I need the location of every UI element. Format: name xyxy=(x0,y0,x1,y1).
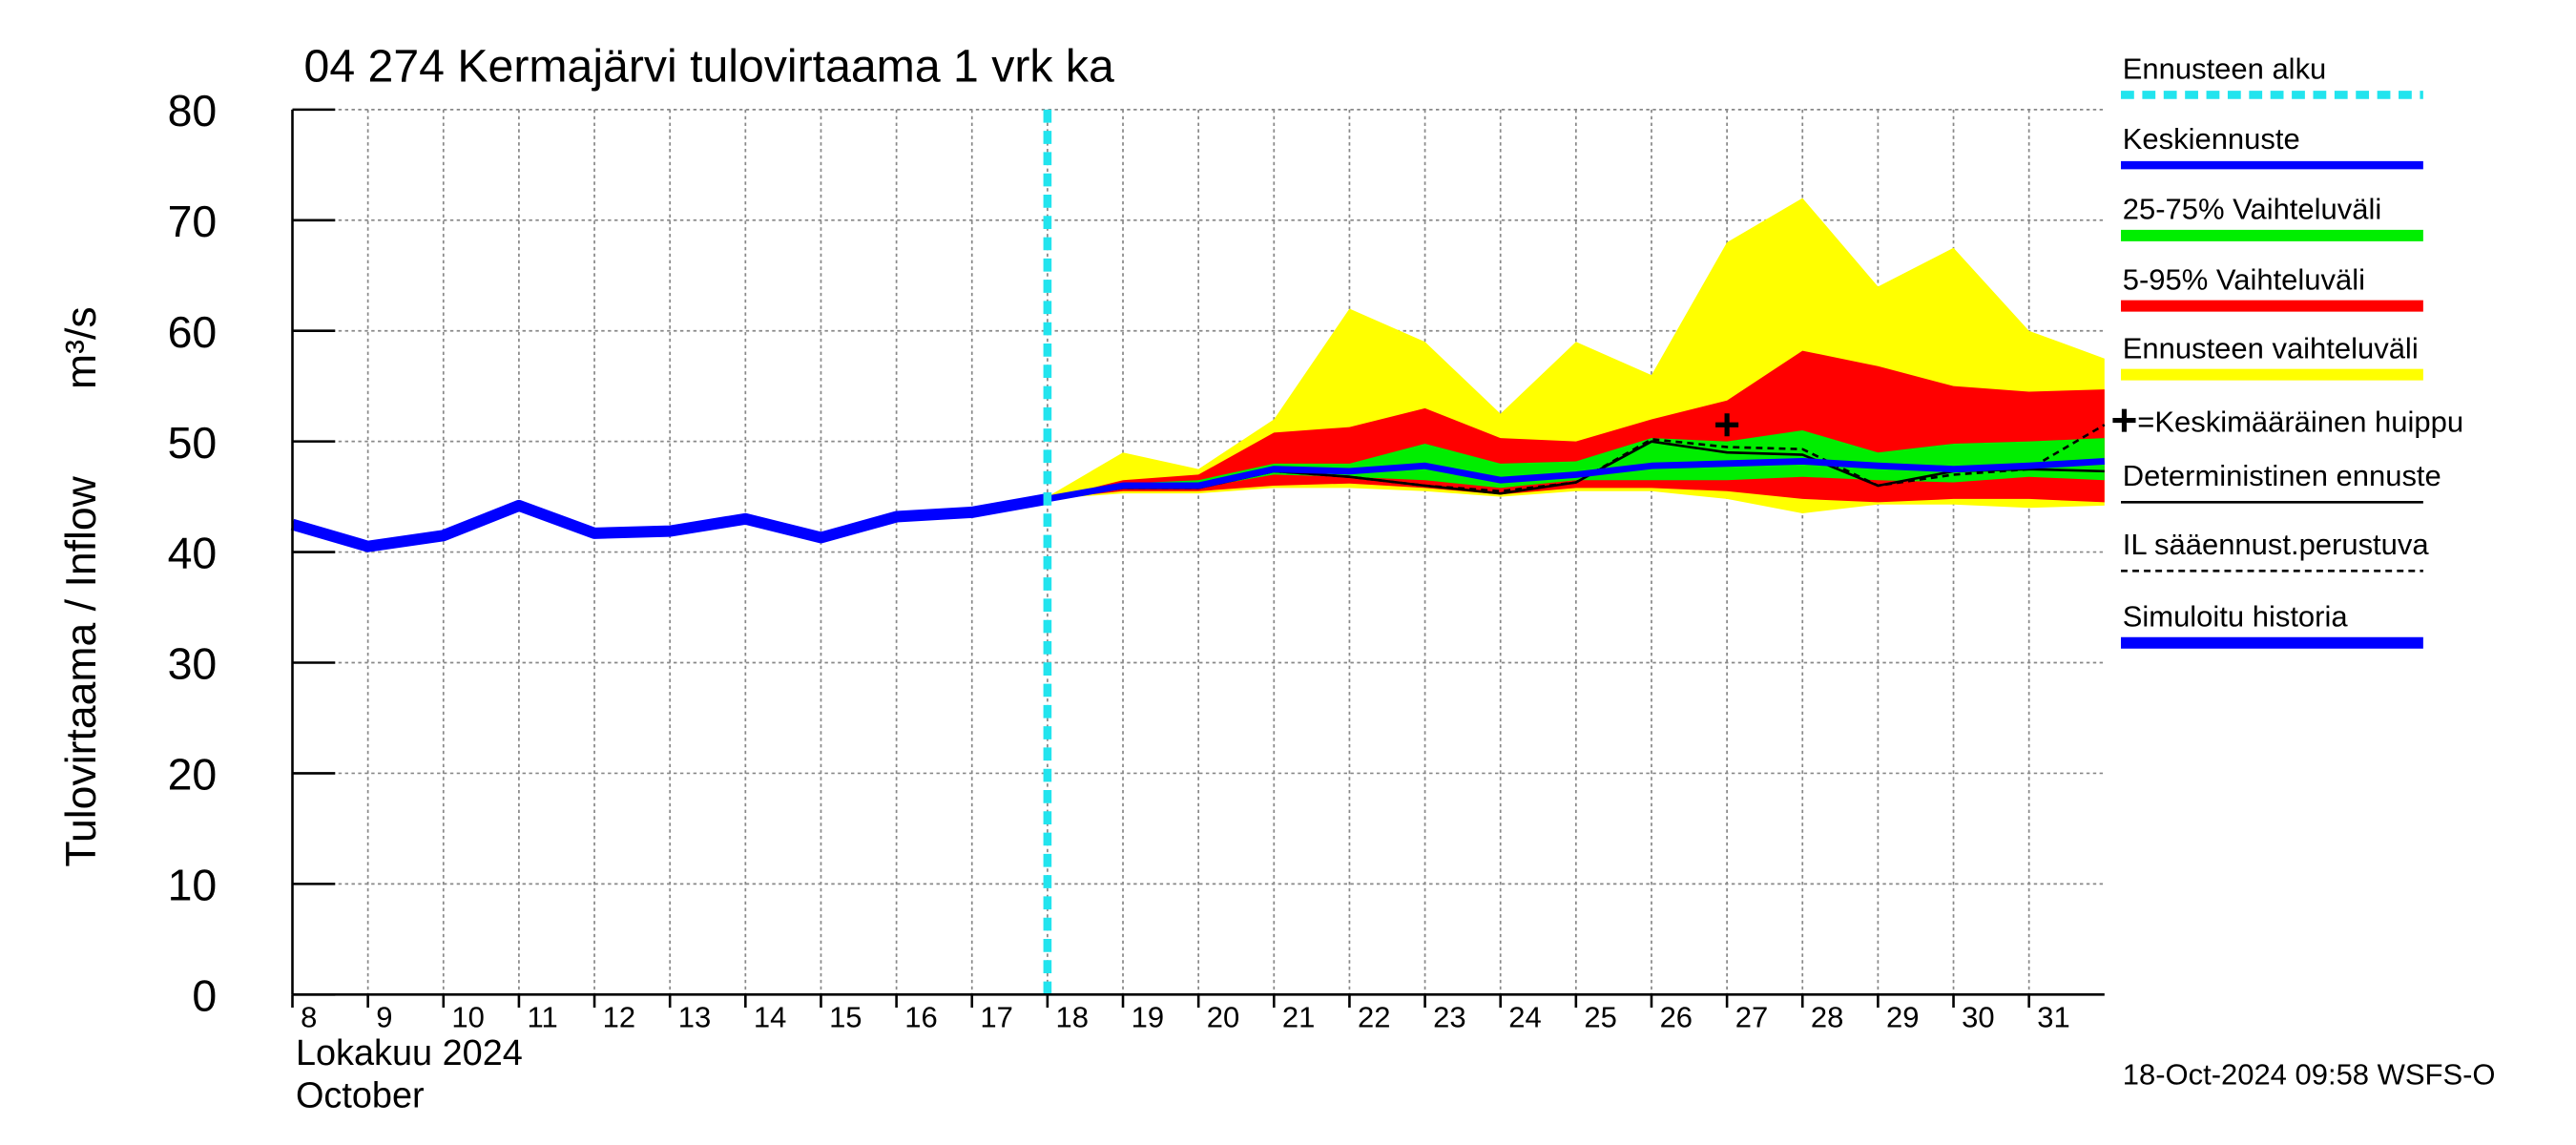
x-tick-label: 13 xyxy=(678,1001,711,1034)
x-tick-label: 21 xyxy=(1282,1001,1315,1034)
legend-label: IL sääennust.perustuva xyxy=(2123,528,2430,561)
y-tick-label: 10 xyxy=(168,861,218,910)
x-tick-label: 14 xyxy=(754,1001,786,1034)
x-tick-label: 26 xyxy=(1660,1001,1693,1034)
series-line xyxy=(290,492,1049,552)
legend-label: Ennusteen vaihteluväli xyxy=(2123,331,2419,364)
x-tick-label: 31 xyxy=(2037,1001,2069,1034)
chart-title: 04 274 Kermajärvi tulovirtaama 1 vrk ka xyxy=(304,41,1114,93)
y-tick-label: 50 xyxy=(168,418,218,468)
x-tick-label: 22 xyxy=(1358,1001,1390,1034)
x-axis-month: Lokakuu 2024 xyxy=(296,1033,523,1073)
y-axis-unit: m³/s xyxy=(58,306,105,389)
x-tick-label: 23 xyxy=(1433,1001,1465,1034)
x-tick-label: 18 xyxy=(1055,1001,1088,1034)
legend-label: Simuloitu historia xyxy=(2123,600,2349,634)
series-line xyxy=(1047,457,2106,503)
x-tick-label: 10 xyxy=(451,1001,484,1034)
legend-label: 25-75% Vaihteluväli xyxy=(2123,193,2381,226)
legend-label: 5-95% Vaihteluväli xyxy=(2123,262,2365,296)
x-tick-label: 29 xyxy=(1886,1001,1919,1034)
x-tick-label: 9 xyxy=(376,1001,392,1034)
range-band xyxy=(1047,430,2105,499)
x-axis-month-en: October xyxy=(296,1076,425,1116)
y-axis-label: Tulovirtaama / Inflow xyxy=(58,475,105,866)
x-tick-label: 11 xyxy=(528,1001,558,1034)
legend-marker xyxy=(2112,408,2136,432)
x-tick-label: 12 xyxy=(603,1001,635,1034)
x-tick-label: 15 xyxy=(829,1001,862,1034)
legend-label: Deterministinen ennuste xyxy=(2123,459,2441,492)
y-tick-label: 40 xyxy=(168,529,218,578)
x-tick-label: 24 xyxy=(1508,1001,1541,1034)
x-tick-label: 28 xyxy=(1811,1001,1843,1034)
peak-marker xyxy=(1715,413,1739,437)
y-tick-label: 70 xyxy=(168,197,218,246)
footer: 18-Oct-2024 09:58 WSFS-O xyxy=(2123,1058,2496,1092)
legend-label: Ennusteen alku xyxy=(2123,52,2327,85)
y-tick-label: 20 xyxy=(168,750,218,800)
x-tick-label: 8 xyxy=(301,1001,317,1034)
x-tick-label: 17 xyxy=(980,1001,1012,1034)
y-tick-label: 30 xyxy=(168,639,218,689)
x-tick-label: 25 xyxy=(1584,1001,1616,1034)
legend-label: =Keskimääräinen huippu xyxy=(2137,406,2463,439)
y-tick-label: 0 xyxy=(192,971,217,1021)
x-tick-label: 27 xyxy=(1735,1001,1768,1034)
y-tick-label: 60 xyxy=(168,307,218,357)
x-tick-label: 19 xyxy=(1132,1001,1164,1034)
x-tick-label: 16 xyxy=(904,1001,937,1034)
y-tick-label: 80 xyxy=(168,86,218,135)
x-tick-label: 20 xyxy=(1207,1001,1239,1034)
legend-label: Keskiennuste xyxy=(2123,122,2300,156)
x-tick-label: 30 xyxy=(1962,1001,1994,1034)
